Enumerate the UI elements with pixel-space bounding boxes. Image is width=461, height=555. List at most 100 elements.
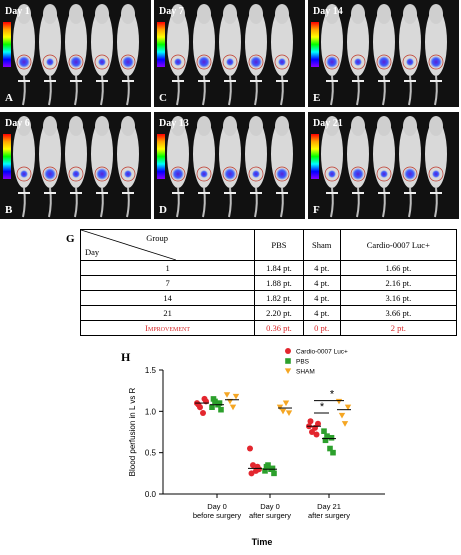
mouse-silhouette [193,4,215,106]
roi-circle [428,166,444,182]
roi-circle [248,54,264,70]
data-point-sham [232,393,240,400]
improvement-value: 0.36 pt. [254,320,304,336]
roi-circle [196,54,212,70]
imaging-panel: Day 21 F [308,112,459,219]
improvement-value: 0 pt. [302,320,341,336]
perfusion-chart-svg: H 0.0 0.5 1.0 1.5 Blood perfusion in L vs R Da… [121,348,385,547]
mouse-head [249,4,263,24]
mouse-head [171,4,185,24]
mouse-tail [22,187,26,218]
mouse-tail [280,187,284,218]
mouse-tail [408,75,412,106]
mouse-body [347,120,369,188]
mouse-body [425,120,447,188]
mouse-tag [326,80,338,82]
mouse-tag [352,80,364,82]
mouse-tail [254,75,258,106]
roi-circle [42,54,58,70]
panel-letter-label: D [159,204,167,216]
color-scale-bar [311,22,319,67]
roi-circle [376,166,392,182]
mouse-body [425,8,447,76]
mouse-tail [434,187,438,218]
roi-circle [16,166,32,182]
mouse-head [325,4,339,24]
panel-letter-label: F [313,204,320,216]
data-point-cardio-0007-luc- [247,445,253,452]
legend-label: Cardio-0007 Luc+ [296,349,348,356]
value-cell: 3.16 pt. [339,290,458,306]
bioluminescent-signal [430,56,442,68]
mouse-tail [280,75,284,106]
mouse-head [429,116,443,136]
legend-marker [285,348,291,354]
mouse-body [13,8,35,76]
mouse-body [39,8,61,76]
mouse-tail [382,187,386,218]
mouse-tag [198,80,210,82]
mouse-silhouette [39,116,61,218]
data-point-pbs [209,404,215,410]
bioluminescent-signal [252,170,260,178]
day-cell: 7 [79,275,256,291]
mouse-silhouette [219,4,241,106]
value-cell: 4 pt. [302,260,341,276]
data-point-pbs [269,465,276,472]
data-point-sham [344,404,352,411]
mouse-body [65,120,87,188]
panel-day-label: Day 1 [5,6,30,17]
color-scale-bar [3,22,11,67]
bioluminescent-signal [250,56,262,68]
mouse-tail [176,75,180,106]
mouse-body [321,120,343,188]
mouse-body [245,8,267,76]
scoring-table: Group Day PBS Sham Cardio-0007 Luc+ 1 1.… [79,229,458,336]
x-tick-label: before surgery [193,511,242,520]
data-point-pbs [322,437,329,444]
mouse-head [95,4,109,24]
mouse-head [275,116,289,136]
value-cell: 4 pt. [302,290,341,306]
mouse-head [69,116,83,136]
roi-circle [68,54,84,70]
mouse-tail [254,187,258,218]
value-cell: 1.88 pt. [254,275,304,291]
improvement-value: 2 pt. [339,320,458,336]
legend-label: SHAM [296,369,315,376]
mouse-body [321,8,343,76]
data-point-pbs [216,400,223,406]
mouse-head [403,116,417,136]
mouse-silhouette [347,4,369,106]
mouse-head [121,4,135,24]
mouse-tag [96,192,108,194]
improvement-label: Improvement [79,320,256,336]
legend-marker [284,368,292,374]
mouse-tail [74,75,78,106]
mouse-tag [18,192,30,194]
table-row: 14 1.82 pt. 4 pt. 3.16 pt. [79,290,458,306]
roi-circle [376,54,392,70]
column-header-cardio: Cardio-0007 Luc+ [339,229,458,261]
mouse-body [167,120,189,188]
mouse-silhouette [117,4,139,106]
roi-circle [402,166,418,182]
mouse-tail [74,187,78,218]
mouse-body [347,8,369,76]
bioluminescent-signal [70,56,82,68]
mouse-tag [276,80,288,82]
x-tick-label: after surgery [249,511,291,520]
bioluminescent-signal [406,58,414,66]
mouse-tag [122,192,134,194]
roi-circle [222,166,238,182]
roi-circle [428,54,444,70]
data-point-pbs [327,445,333,452]
bioluminescent-signal [96,168,108,180]
table-header-row: Group Day PBS Sham Cardio-0007 Luc+ [79,229,458,261]
mouse-tag [18,80,30,82]
y-tick-label: 0.5 [145,449,157,458]
imaging-panel: Day 6 B [0,112,151,219]
mouse-tag [70,192,82,194]
x-tick-label: Day 0 [260,502,280,511]
mouse-silhouette [399,116,421,218]
